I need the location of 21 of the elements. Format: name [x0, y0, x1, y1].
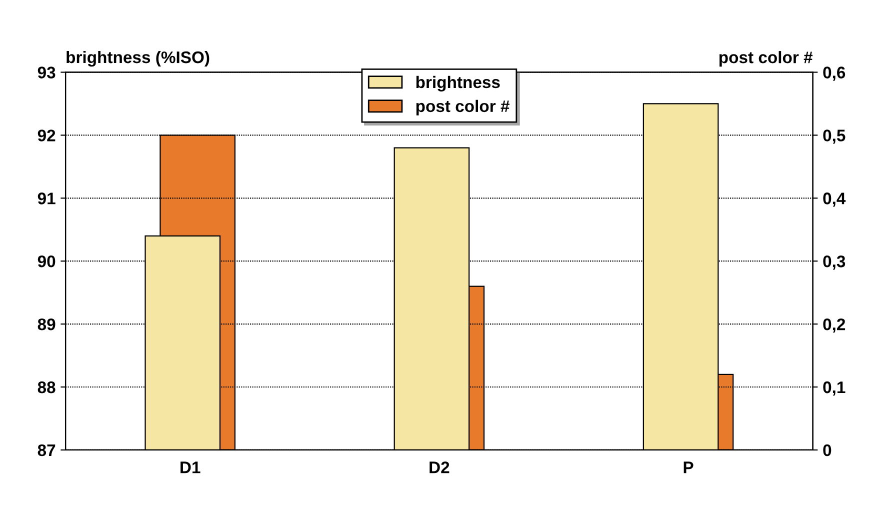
y-axis-title: brightness (%ISO) [66, 50, 210, 67]
x-tick-label: D1 [180, 462, 200, 474]
y2-tick-label: 0,5 [823, 130, 846, 144]
y2-tick-label: 0,2 [823, 318, 846, 333]
y-tick-label: 87 [38, 444, 56, 456]
y-tick-label: 90 [38, 255, 56, 268]
legend-label: brightness [416, 76, 500, 92]
y2-tick-label: 0,6 [823, 66, 846, 81]
x-tick-label: D2 [430, 462, 450, 474]
y-tick-label: 88 [38, 381, 56, 394]
y-tick-label: 91 [38, 192, 56, 204]
y2-tick-label: 0 [823, 444, 832, 456]
legend-label: post color # [416, 100, 510, 116]
y-tick-label: 89 [38, 318, 56, 330]
x-tick-label: P [684, 462, 694, 474]
y-tick-label: 92 [38, 130, 56, 142]
y-tick-label: 93 [38, 66, 56, 78]
y2-tick-label: 0,4 [823, 192, 846, 207]
y2-tick-label: 0,3 [823, 255, 846, 270]
y2-tick-label: 0,1 [823, 381, 846, 396]
y2-axis-title: post color # [719, 51, 813, 67]
